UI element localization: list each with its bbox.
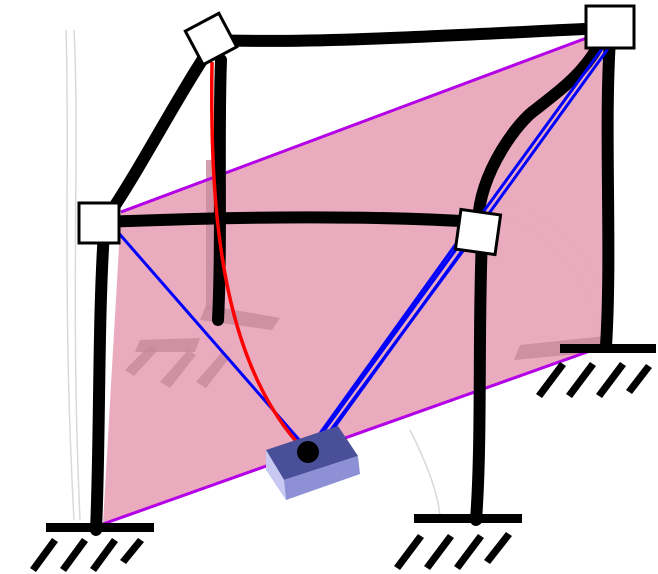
hatched-ground-support-icon <box>30 523 154 572</box>
hatched-ground-support-icon <box>394 514 522 570</box>
end-effector-block-icon <box>266 426 360 500</box>
frame-right-front-post <box>470 232 488 526</box>
plane-edges <box>102 28 609 526</box>
square-pulley-icon <box>453 207 503 257</box>
tilted-plane <box>103 30 608 524</box>
pulley-blocks <box>77 4 636 257</box>
square-pulley-icon <box>584 4 636 50</box>
square-pulley-icon <box>77 201 121 245</box>
square-pulley-icon <box>183 11 239 67</box>
cable-red <box>210 61 306 452</box>
frame-right-diagonal <box>472 24 612 228</box>
frame-right-back-post <box>600 34 616 352</box>
frame-front-beam <box>98 211 484 228</box>
frame-left-post <box>90 226 110 536</box>
effector-side-face <box>284 456 360 500</box>
ground-supports <box>30 344 656 572</box>
effector-joint <box>297 441 319 463</box>
hatched-ground-support-icon <box>536 344 656 398</box>
frame-top-beam <box>208 22 612 47</box>
frame-left-back-post <box>212 54 227 326</box>
effector-front-face <box>266 450 286 500</box>
